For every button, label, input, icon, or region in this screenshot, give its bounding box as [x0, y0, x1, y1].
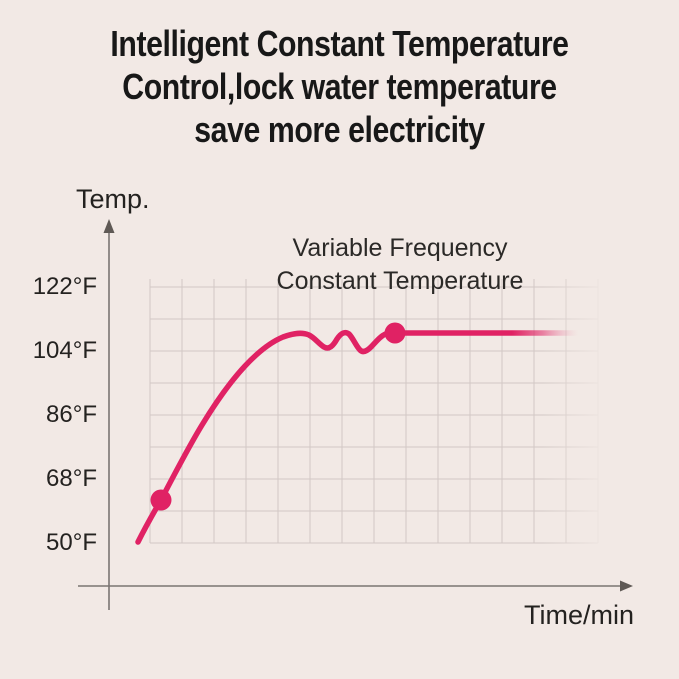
y-tick-label: 122°F	[32, 273, 97, 300]
curve-marker-dot	[150, 489, 172, 511]
curve-annotation-line: Constant Temperature	[276, 267, 524, 295]
page-title-line: Control,lock water temperature	[122, 66, 557, 107]
curve-annotation: Variable Frequency Constant Temperature	[230, 232, 570, 298]
curve-marker-dot	[384, 322, 406, 344]
y-tick-label: 104°F	[32, 337, 97, 364]
page-title: Intelligent Constant Temperature Control…	[0, 22, 679, 151]
y-axis-title: Temp.	[76, 184, 150, 214]
curve-annotation-line: Variable Frequency	[292, 234, 508, 262]
page-title-line: save more electricity	[194, 109, 485, 150]
axis-arrow-right-icon	[620, 580, 633, 592]
y-tick-label: 68°F	[46, 465, 97, 492]
page-title-line: Intelligent Constant Temperature	[110, 23, 569, 64]
grid-lines	[149, 279, 599, 544]
temperature-curve	[135, 329, 581, 545]
x-axis-title: Time/min	[524, 600, 635, 630]
y-tick-label: 86°F	[46, 401, 97, 428]
axis-arrow-up-icon	[103, 219, 115, 233]
y-tick-label: 50°F	[46, 529, 97, 556]
